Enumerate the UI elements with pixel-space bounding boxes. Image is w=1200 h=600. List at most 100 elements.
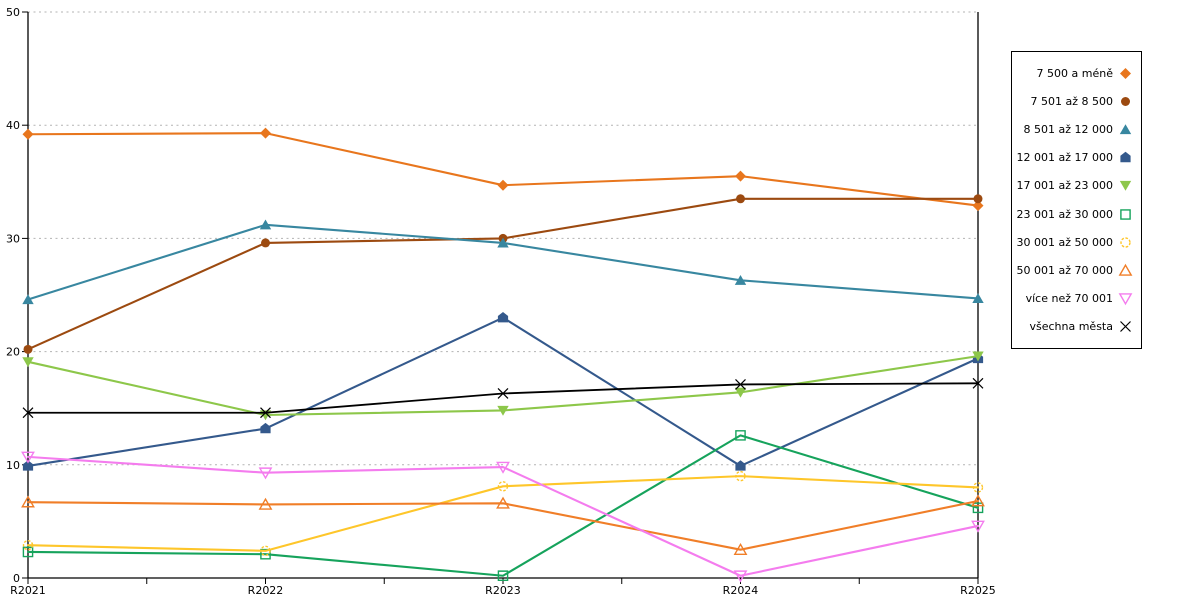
x-marker-icon	[1120, 321, 1131, 333]
legend-label: 8 501 až 12 000	[1023, 122, 1114, 136]
data-point-marker	[22, 460, 34, 471]
data-point-marker	[735, 379, 746, 390]
data-point-marker	[258, 467, 273, 480]
data-point-marker	[259, 219, 272, 230]
series-5	[22, 351, 984, 421]
x-axis-tick-label: R2022	[248, 584, 284, 597]
data-point-marker	[734, 274, 747, 285]
data-point-marker	[260, 127, 271, 139]
legend-item: všechna města	[1012, 319, 1141, 334]
legend-item: 23 001 až 30 000	[1012, 207, 1141, 222]
y-axis-tick-label: 20	[6, 346, 20, 359]
data-point-marker	[972, 200, 984, 212]
y-axis-tick-label: 40	[6, 119, 20, 132]
series-1	[22, 127, 984, 212]
data-point-marker	[260, 422, 271, 434]
diamond-marker-icon	[1120, 67, 1131, 79]
series-line	[26, 499, 980, 551]
legend-label: 23 001 až 30 000	[1016, 207, 1114, 221]
data-point-marker	[497, 179, 509, 191]
x-axis-tick-label: R2023	[485, 584, 521, 597]
legend-item: 17 001 až 23 000	[1012, 178, 1141, 193]
triangle-up-marker-icon	[1118, 263, 1133, 276]
legend-item: 12 001 až 17 000	[1012, 150, 1141, 165]
data-point-marker	[1119, 124, 1132, 135]
data-point-marker	[22, 539, 34, 551]
data-point-marker	[973, 194, 983, 204]
x-axis-tick-label: R2025	[960, 584, 996, 597]
data-point-marker	[733, 542, 748, 556]
series-8	[21, 494, 985, 556]
data-point-marker	[736, 194, 745, 204]
legend-item: 7 500 a méně	[1012, 66, 1141, 81]
square-marker-icon	[1120, 208, 1131, 220]
data-point-marker	[735, 430, 746, 441]
legend: 7 500 a méně 7 501 až 8 500 8 501 až 12 00…	[1011, 51, 1142, 349]
series-2	[23, 194, 983, 354]
data-point-marker	[972, 482, 984, 493]
data-point-marker	[971, 520, 985, 533]
data-point-marker	[972, 293, 984, 303]
data-point-marker	[22, 294, 34, 305]
series-line	[26, 316, 980, 467]
series-line	[26, 434, 980, 577]
data-point-marker	[22, 546, 34, 558]
data-point-marker	[1120, 208, 1131, 220]
x-axis-tick-label: R2021	[10, 584, 46, 597]
data-point-marker	[497, 388, 509, 399]
y-axis-tick-label: 0	[13, 572, 20, 585]
data-point-marker	[1120, 237, 1131, 248]
series-9	[21, 451, 985, 583]
data-point-marker	[971, 494, 985, 507]
data-point-marker	[735, 460, 746, 471]
triangle-down-marker-icon	[1118, 293, 1133, 306]
data-point-marker	[23, 344, 33, 354]
data-point-marker	[1120, 321, 1131, 333]
legend-label: 7 500 a méně	[1036, 66, 1113, 80]
legend-label: 7 501 až 8 500	[1030, 94, 1114, 108]
legend-item: více než 70 001	[1012, 291, 1141, 306]
y-axis-tick-label: 30	[6, 232, 20, 245]
series-line	[26, 475, 980, 552]
legend-label: 12 001 až 17 000	[1016, 151, 1114, 165]
data-point-marker	[21, 451, 35, 464]
triangle-up-marker-icon	[1119, 124, 1132, 135]
data-point-marker	[261, 238, 270, 248]
data-point-marker	[22, 128, 34, 140]
legend-label: více než 70 001	[1025, 292, 1113, 306]
legend-label: 30 001 až 50 000	[1016, 235, 1114, 249]
data-point-marker	[1120, 151, 1131, 163]
legend-item: 7 501 až 8 500	[1012, 94, 1141, 109]
data-point-marker	[972, 377, 984, 389]
data-point-marker	[734, 387, 747, 398]
legend-item: 8 501 až 12 000	[1012, 122, 1141, 137]
data-point-marker	[972, 351, 984, 362]
data-point-marker	[1120, 67, 1131, 79]
data-point-marker	[1118, 293, 1133, 306]
data-point-marker	[260, 407, 271, 419]
data-point-marker	[735, 170, 746, 182]
data-point-marker	[497, 570, 509, 582]
series-line	[26, 132, 980, 207]
data-point-marker	[22, 407, 34, 419]
data-point-marker	[497, 311, 509, 323]
circle-marker-icon	[1120, 237, 1131, 248]
data-point-marker	[1118, 263, 1133, 276]
data-point-marker	[497, 237, 509, 248]
series-4	[22, 311, 984, 471]
series-3	[22, 219, 984, 305]
data-point-marker	[258, 497, 273, 510]
series-6	[22, 430, 984, 582]
legend-label: 50 001 až 70 000	[1016, 263, 1114, 277]
pentagon-marker-icon	[1120, 151, 1131, 163]
data-point-marker	[1121, 96, 1130, 106]
circle-marker-icon	[1121, 96, 1130, 106]
series-line	[26, 455, 980, 577]
legend-item: 30 001 až 50 000	[1012, 235, 1141, 250]
y-axis-tick-label: 50	[6, 6, 20, 19]
series-7	[22, 470, 984, 557]
data-point-marker	[260, 545, 271, 557]
y-axis-tick-label: 10	[6, 459, 20, 472]
